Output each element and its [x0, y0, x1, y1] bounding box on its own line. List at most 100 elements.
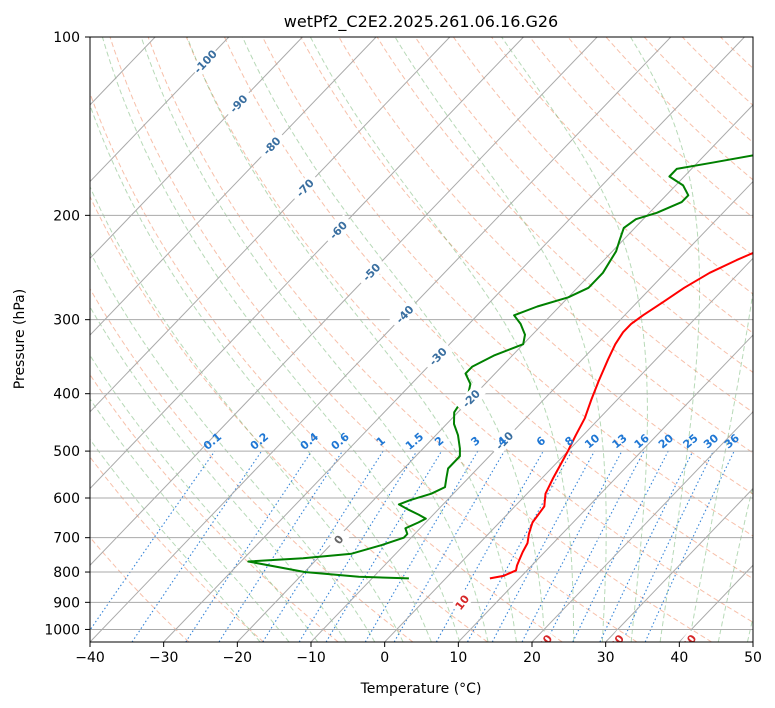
isotherm-line [90, 37, 672, 642]
moist-adiabat-line [101, 37, 461, 642]
isotherm-line [457, 334, 753, 642]
mixing-ratio-line [90, 450, 216, 632]
isotherm-label-bg [189, 45, 221, 78]
dry-adiabat-line [720, 37, 753, 70]
isotherm-line [0, 37, 8, 642]
isotherm-label-bg [223, 87, 254, 120]
mixing-ratio-line [131, 450, 263, 642]
x-axis-title: Temperature (°C) [360, 681, 482, 697]
isotherm-line [678, 564, 753, 642]
y-tick-label: 100 [53, 30, 80, 46]
isotherm-line [752, 641, 753, 642]
mixing-ratio-label: 1 [374, 434, 388, 449]
isotherm-label-bg [389, 298, 421, 330]
mixing-ratio-line [521, 450, 623, 642]
isotherm-label-bg [289, 172, 321, 204]
dry-adiabat-line [529, 37, 753, 257]
moist-adiabat-line [90, 354, 319, 642]
y-tick-label: 300 [53, 313, 80, 329]
isotherm-line [90, 37, 524, 490]
isotherm-label-bg [455, 382, 487, 415]
dry-adiabat-line [90, 287, 414, 642]
dewpoint-profile-line [247, 154, 753, 580]
isotherm-line [310, 180, 753, 642]
moist-adiabat-label-bg [533, 629, 557, 642]
mixing-ratio-label: 6 [534, 434, 548, 449]
x-tick-label: 50 [744, 650, 762, 666]
mixing-ratio-line [218, 450, 343, 642]
y-tick-label: 400 [53, 387, 80, 403]
mixing-ratio-line [298, 450, 418, 642]
moist-adiabat-line [394, 37, 607, 642]
mixing-ratio-label: 13 [610, 432, 630, 452]
dry-adiabat-line [300, 37, 753, 495]
dry-adiabat-line [414, 37, 753, 374]
dry-adiabat-line [491, 37, 753, 295]
moist-adiabat-line [90, 306, 347, 642]
moist-adiabat-line [688, 288, 753, 642]
dry-adiabat-line [90, 456, 264, 642]
x-tick-label: 20 [523, 650, 541, 666]
moist-adiabat-line [90, 185, 404, 642]
moist-adiabat-line [309, 37, 575, 642]
isotherm-line [90, 37, 451, 413]
y-tick-label: 600 [53, 491, 80, 507]
y-tick-label: 200 [53, 208, 80, 224]
dry-adiabat-line [185, 37, 753, 623]
moist-adiabat-line [90, 250, 376, 642]
moist-adiabat-line [90, 398, 290, 642]
mixing-ratio-label: 25 [681, 432, 701, 452]
mixing-ratio-label: 10 [582, 431, 602, 451]
moist-adiabat-line [501, 37, 648, 642]
isotherm-line [236, 104, 753, 642]
moist-adiabat-line [90, 438, 261, 642]
dry-adiabat-line [147, 37, 712, 642]
mixing-ratio-line [393, 450, 505, 642]
x-tick-label: 40 [670, 650, 688, 666]
isotherm-label-bg [422, 340, 454, 373]
moist-adiabat-line [630, 37, 701, 642]
mixing-ratio-label: 20 [656, 431, 676, 451]
y-tick-label: 500 [53, 444, 80, 460]
x-tick-label: −20 [223, 650, 253, 666]
dry-adiabat-line [605, 37, 753, 181]
moist-adiabat-line [242, 37, 546, 642]
dry-adiabat-line [90, 91, 563, 642]
isotherm-line [90, 37, 377, 336]
mixing-ratio-label: 16 [632, 431, 652, 451]
y-axis: 100 200 300 400 500 600 700 800 900 1000 [44, 30, 90, 638]
dry-adiabat-line [567, 37, 753, 219]
x-tick-label: 10 [449, 650, 467, 666]
x-tick-label: −30 [149, 650, 179, 666]
isotherm-line [90, 37, 598, 566]
dry-adiabat-line [759, 37, 775, 642]
mixing-ratio-line [262, 450, 384, 642]
moist-adiabat-label: 20 [536, 632, 556, 652]
moist-adiabat-label-bg [326, 527, 351, 552]
isotherm-label-bg [488, 424, 520, 457]
series-layer [247, 154, 753, 580]
y-axis-title: Pressure (hPa) [12, 289, 28, 389]
y-tick-label: 900 [53, 595, 80, 611]
mixing-ratio-label: 0.4 [298, 430, 322, 453]
mixing-ratio-line [644, 450, 735, 642]
plot-frame [89, 36, 754, 643]
mixing-ratio-label: 2 [432, 434, 446, 449]
dry-adiabat-line [90, 195, 488, 642]
isotherm-line [90, 37, 230, 183]
isotherm-line [531, 411, 753, 642]
moist-adiabat-line [747, 615, 753, 642]
moist-adiabat-label: 40 [680, 632, 700, 652]
dry-adiabat-line [109, 37, 638, 642]
dry-adiabat-line [643, 37, 753, 144]
y-tick-label: 800 [53, 565, 80, 581]
x-tick-label: 0 [380, 650, 389, 666]
isotherm-line [605, 487, 753, 642]
chart-title: wetPf2_C2E2.2025.261.06.16.G26 [284, 12, 558, 32]
isotherm-label-bg [322, 214, 354, 246]
isotherm-line [163, 37, 745, 642]
x-tick-label: −10 [296, 650, 326, 666]
dry-adiabat-line [262, 37, 753, 537]
mixing-ratio-line [435, 450, 544, 642]
